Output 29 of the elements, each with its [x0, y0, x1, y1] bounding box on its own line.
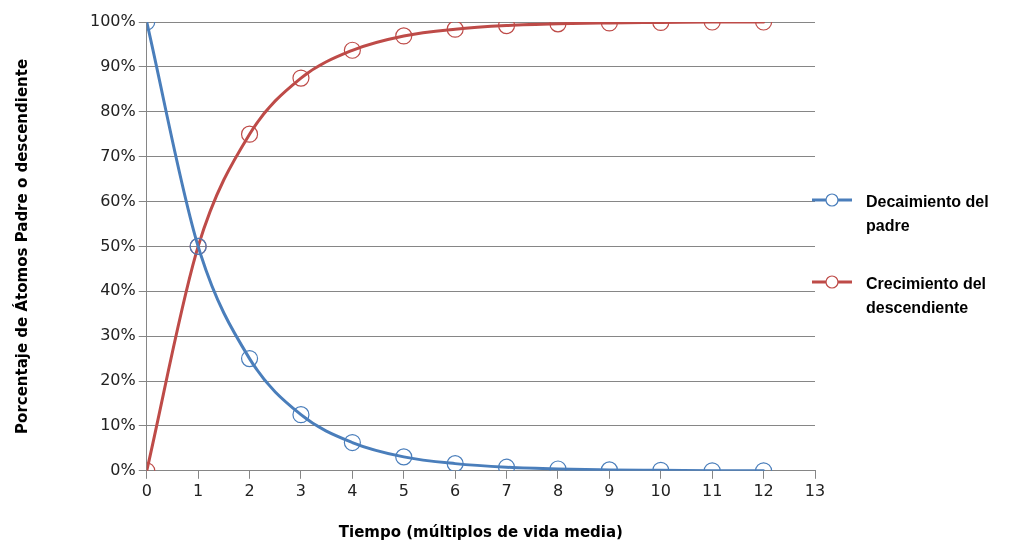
y-tick-label: 100%	[89, 11, 136, 31]
y-tick-label: 10%	[100, 415, 136, 435]
x-tick-label: 10	[650, 480, 671, 500]
x-tick-label: 6	[450, 480, 461, 500]
y-tick-label: 90%	[100, 56, 136, 76]
y-tick-label: 30%	[100, 325, 136, 345]
x-tick-label: 11	[702, 480, 723, 500]
x-tick-label: 9	[604, 480, 615, 500]
x-tick-label: 2	[244, 480, 255, 500]
x-tick-label: 5	[398, 480, 409, 500]
y-axis-title: Porcentaje de Átomos Padre o descendiente	[11, 58, 31, 434]
y-tick-label: 70%	[100, 145, 136, 165]
y-tick-label: 0%	[110, 459, 136, 479]
y-tick-label: 20%	[100, 370, 136, 390]
x-tick-label: 13	[804, 480, 826, 500]
legend-label: Decaimiento del padre	[866, 192, 990, 236]
x-tick-label: 1	[193, 480, 204, 500]
y-tick-label: 40%	[100, 280, 136, 300]
legend-label: Crecimiento del descendiente	[866, 274, 988, 318]
y-tick-label: 60%	[100, 190, 136, 210]
x-tick-label: 0	[141, 480, 152, 500]
x-tick-label: 8	[552, 480, 564, 500]
x-axis-title: Tiempo (múltiplos de vida media)	[338, 522, 623, 541]
y-tick-label: 50%	[100, 235, 136, 255]
y-tick-label: 80%	[100, 100, 136, 120]
x-tick-label: 7	[501, 480, 512, 500]
x-tick-label: 12	[753, 480, 774, 500]
x-tick-label: 3	[295, 480, 307, 500]
x-tick-label: 4	[347, 480, 358, 500]
